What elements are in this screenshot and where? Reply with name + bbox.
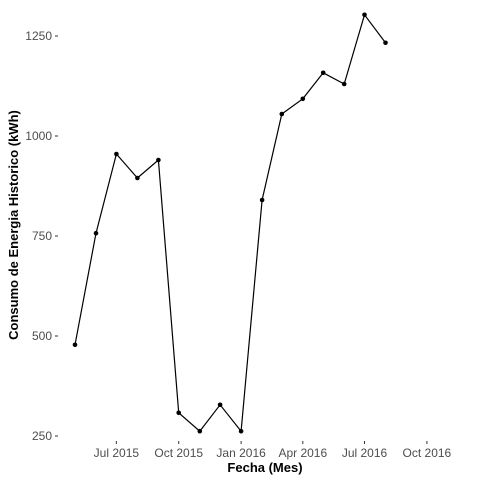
- data-point: [197, 428, 203, 434]
- y-tick-label: 1000: [25, 129, 52, 143]
- x-tick-label: Apr 2016: [278, 446, 327, 460]
- x-axis: Jul 2015 Oct 2015 Jan 2016 Apr 2016 Jul 2016…: [94, 441, 452, 460]
- data-point: [259, 197, 265, 203]
- y-axis-title: Consumo de Energia Historico (kWh): [6, 110, 21, 340]
- data-point: [320, 70, 326, 76]
- y-tick-label: 1250: [25, 29, 52, 43]
- y-tick-label: 500: [32, 329, 52, 343]
- x-tick-label: Jan 2016: [216, 446, 266, 460]
- data-point: [383, 40, 388, 46]
- data-point: [300, 96, 306, 102]
- plot-area: [72, 12, 388, 434]
- series-line: [74, 13, 386, 433]
- data-point: [217, 402, 223, 408]
- data-point: [135, 175, 140, 181]
- y-tick-label: 750: [32, 229, 52, 243]
- data-point: [156, 157, 161, 163]
- data-point: [72, 342, 78, 348]
- y-tick-label: 250: [32, 429, 52, 443]
- x-axis-title: Fecha (Mes): [227, 460, 302, 475]
- x-tick-label: Oct 2016: [403, 446, 452, 460]
- data-point: [238, 428, 244, 434]
- data-point: [114, 151, 119, 157]
- data-point: [362, 12, 367, 18]
- x-tick-label: Jul 2015: [94, 446, 140, 460]
- data-point: [93, 230, 99, 236]
- data-point: [341, 81, 347, 87]
- data-point: [176, 410, 181, 416]
- y-axis: 250 500 750 1000 1250: [25, 29, 58, 443]
- x-tick-label: Oct 2015: [154, 446, 203, 460]
- data-point: [279, 111, 285, 117]
- x-tick-label: Jul 2016: [342, 446, 388, 460]
